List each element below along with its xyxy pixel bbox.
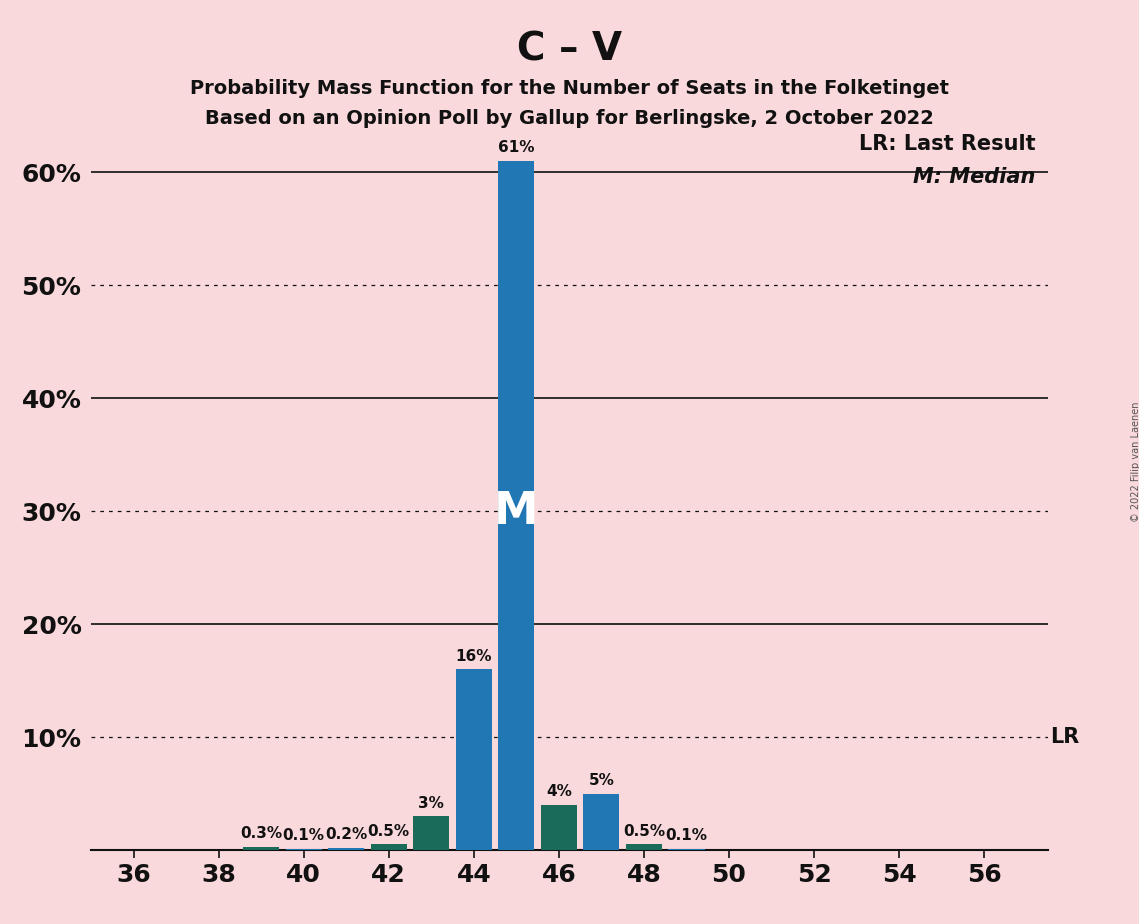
Text: C – V: C – V	[517, 30, 622, 68]
Text: © 2022 Filip van Laenen: © 2022 Filip van Laenen	[1131, 402, 1139, 522]
Text: 0.5%: 0.5%	[368, 824, 410, 839]
Bar	[669, 849, 705, 850]
Text: Probability Mass Function for the Number of Seats in the Folketinget: Probability Mass Function for the Number…	[190, 79, 949, 98]
Bar	[456, 669, 492, 850]
Text: 61%: 61%	[498, 140, 534, 155]
Text: Based on an Opinion Poll by Gallup for Berlingske, 2 October 2022: Based on an Opinion Poll by Gallup for B…	[205, 109, 934, 128]
Bar	[625, 845, 662, 850]
Text: 4%: 4%	[546, 784, 572, 799]
Text: 5%: 5%	[589, 772, 614, 788]
Text: LR: LR	[1050, 727, 1079, 748]
Text: 16%: 16%	[456, 649, 492, 663]
Text: 0.5%: 0.5%	[623, 824, 665, 839]
Bar	[541, 805, 577, 850]
Bar	[243, 846, 279, 850]
Text: 0.2%: 0.2%	[325, 827, 368, 842]
Text: LR: Last Result: LR: Last Result	[859, 134, 1035, 154]
Bar	[328, 848, 364, 850]
Bar	[413, 816, 450, 850]
Text: M: M	[494, 490, 539, 532]
Text: 0.1%: 0.1%	[665, 828, 707, 844]
Bar	[286, 849, 322, 850]
Text: M: Median: M: Median	[913, 167, 1035, 187]
Bar	[498, 161, 534, 850]
Bar	[583, 794, 620, 850]
Text: 3%: 3%	[418, 796, 444, 810]
Text: 0.1%: 0.1%	[282, 828, 325, 844]
Text: 0.3%: 0.3%	[240, 826, 282, 841]
Bar	[370, 845, 407, 850]
